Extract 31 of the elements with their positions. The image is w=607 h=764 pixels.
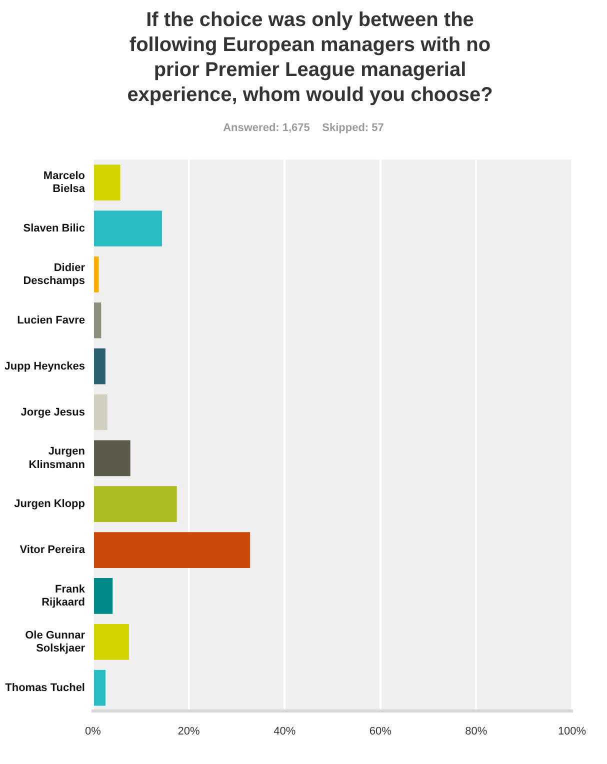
x-tick-label: 20% — [178, 725, 200, 738]
y-tick-label: Slaven Bilic — [23, 222, 85, 235]
y-tick-label: Frank Rijkaard — [42, 583, 86, 609]
bar — [94, 256, 99, 292]
y-tick-label: Jurgen Klopp — [14, 498, 86, 510]
bar — [94, 394, 108, 430]
bar — [94, 440, 130, 476]
bar — [94, 348, 106, 384]
chart-subtitle: Answered: 1,675 Skipped: 57 — [222, 122, 385, 134]
x-tick-label: 40% — [274, 725, 296, 738]
bar — [94, 624, 129, 660]
chart-title: If the choice was only between the following European managers with no prior Premier League managerial experience, whom would you choose? — [126, 8, 494, 108]
x-tick-label: 80% — [465, 725, 488, 738]
y-tick-label: Ole Gunnar Solskjaer — [25, 629, 86, 655]
y-tick-label: Thomas Tuchel — [5, 682, 85, 694]
bar — [94, 532, 250, 568]
y-tick-label: Marcelo Bielsa — [43, 170, 86, 196]
y-tick-label: Jorge Jesus — [20, 406, 85, 418]
x-tick-label: 60% — [369, 725, 392, 738]
y-tick-label: Didier Deschamps — [23, 262, 86, 288]
bar — [94, 164, 120, 200]
y-tick-label: Vitor Pereira — [20, 544, 86, 556]
x-tick-label: 100% — [558, 725, 586, 738]
bar — [94, 302, 102, 338]
bar — [94, 578, 113, 614]
bar — [94, 670, 106, 706]
y-tick-label: Jurgen Klinsmann — [28, 446, 86, 471]
bar — [94, 210, 162, 246]
x-tick-label: 0% — [85, 725, 102, 738]
bar — [94, 486, 177, 522]
y-tick-label: Lucien Favre — [17, 314, 85, 326]
